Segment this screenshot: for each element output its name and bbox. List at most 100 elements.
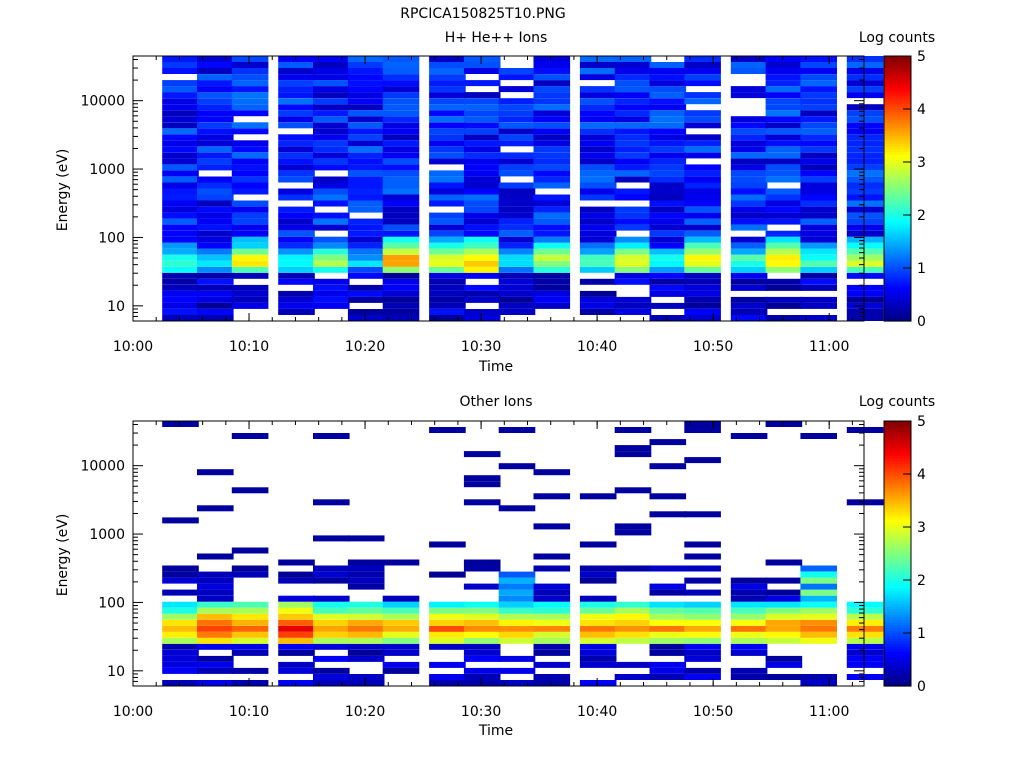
heatmap-cell bbox=[313, 242, 350, 249]
heatmap-cell bbox=[347, 284, 385, 291]
heatmap-cell bbox=[684, 607, 721, 614]
heatmap-cell bbox=[579, 140, 617, 147]
heatmap-cell bbox=[765, 200, 803, 207]
colorbar-swatch bbox=[884, 625, 911, 629]
heatmap-cell bbox=[579, 170, 617, 177]
heatmap-cell bbox=[162, 649, 199, 656]
heatmap-cell bbox=[463, 625, 501, 632]
heatmap-cell bbox=[579, 260, 617, 267]
heatmap-cell bbox=[498, 613, 536, 620]
heatmap-cell bbox=[614, 248, 652, 255]
heatmap-cell bbox=[684, 553, 721, 560]
colorbar-swatch bbox=[884, 238, 911, 243]
heatmap-cell bbox=[231, 571, 269, 578]
heatmap-cell bbox=[231, 296, 269, 303]
heatmap-cell bbox=[800, 296, 837, 303]
colorbar-swatch bbox=[884, 85, 911, 89]
colorbar-tick-label: 4 bbox=[917, 102, 926, 118]
heatmap-cell bbox=[649, 98, 687, 105]
colorbar-swatch bbox=[884, 71, 911, 76]
colorbar-swatch bbox=[884, 159, 911, 163]
colorbar-tick-label: 3 bbox=[917, 155, 926, 171]
heatmap-cell bbox=[429, 200, 466, 207]
heatmap-cell bbox=[429, 212, 466, 219]
colorbar-swatch bbox=[884, 566, 911, 570]
heatmap-cell bbox=[162, 290, 199, 297]
colorbar-swatch bbox=[884, 199, 911, 203]
heatmap-cell bbox=[684, 134, 721, 141]
heatmap-cell bbox=[498, 583, 536, 590]
heatmap-cell bbox=[313, 182, 350, 189]
colorbar-swatch bbox=[884, 574, 911, 578]
heatmap-cell bbox=[614, 236, 652, 243]
heatmap-cell bbox=[765, 607, 803, 614]
heatmap-cell bbox=[278, 110, 315, 117]
heatmap-cell bbox=[846, 296, 884, 303]
heatmap-cell bbox=[800, 601, 837, 608]
heatmap-cell bbox=[498, 158, 536, 165]
colorbar-swatch bbox=[884, 220, 911, 224]
heatmap-cell bbox=[765, 218, 803, 225]
heatmap-cell bbox=[231, 625, 269, 632]
heatmap-cell bbox=[649, 86, 687, 93]
heatmap-cell bbox=[579, 104, 617, 111]
heatmap-cell bbox=[313, 62, 350, 68]
colorbar-swatch bbox=[884, 580, 911, 584]
heatmap-cell bbox=[765, 631, 803, 638]
colorbar-swatch bbox=[884, 683, 911, 687]
heatmap-cell bbox=[463, 248, 501, 255]
heatmap-cell bbox=[684, 601, 721, 608]
heatmap-cell bbox=[463, 315, 501, 321]
heatmap-cell bbox=[162, 116, 199, 123]
heatmap-cell bbox=[846, 254, 884, 261]
heatmap-cell bbox=[533, 224, 571, 231]
heatmap-cell bbox=[429, 182, 466, 189]
y-axis-label: Energy (eV) bbox=[55, 514, 71, 597]
heatmap-cell bbox=[347, 68, 385, 74]
colorbar-swatch bbox=[884, 421, 911, 425]
heatmap-cell bbox=[684, 309, 721, 315]
heatmap-cell bbox=[649, 218, 687, 225]
heatmap-cell bbox=[765, 284, 803, 291]
heatmap-cell bbox=[278, 260, 315, 267]
heatmap-cell bbox=[649, 601, 687, 608]
heatmap-cell bbox=[800, 218, 837, 225]
heatmap-cell bbox=[498, 284, 536, 291]
heatmap-cell bbox=[684, 164, 721, 171]
heatmap-cell bbox=[579, 607, 617, 614]
heatmap-cell bbox=[463, 170, 501, 177]
heatmap-cell bbox=[162, 230, 199, 237]
heatmap-cell bbox=[278, 104, 315, 111]
heatmap-cell bbox=[730, 140, 768, 147]
heatmap-cell bbox=[684, 643, 721, 650]
heatmap-cell bbox=[614, 631, 652, 638]
heatmap-cell bbox=[429, 242, 466, 249]
heatmap-cell bbox=[730, 194, 768, 201]
heatmap-cell bbox=[429, 128, 466, 135]
heatmap-cell bbox=[649, 236, 687, 243]
heatmap-cell bbox=[429, 170, 466, 177]
heatmap-cell bbox=[730, 146, 768, 153]
heatmap-cell bbox=[533, 236, 571, 243]
heatmap-cell bbox=[684, 188, 721, 195]
heatmap-cell bbox=[533, 680, 571, 686]
heatmap-cell bbox=[846, 206, 884, 213]
colorbar-swatch bbox=[884, 450, 911, 454]
colorbar-swatch bbox=[884, 260, 911, 264]
x-tick-label: 10:50 bbox=[693, 704, 733, 720]
heatmap-cell bbox=[579, 242, 617, 249]
heatmap-cell bbox=[765, 589, 803, 596]
heatmap-cell bbox=[382, 56, 420, 62]
heatmap-cell bbox=[429, 315, 466, 321]
heatmap-cell bbox=[382, 230, 420, 237]
heatmap-cell bbox=[730, 56, 768, 62]
heatmap-cell bbox=[765, 92, 803, 99]
colorbar: 0 1 2 3 4 5 bbox=[883, 414, 926, 695]
heatmap-cell bbox=[730, 122, 768, 129]
heatmap-cell bbox=[429, 266, 466, 273]
heatmap-cell bbox=[684, 116, 721, 123]
heatmap-cell bbox=[730, 218, 768, 225]
heatmap-cell bbox=[533, 206, 571, 213]
heatmap-cell bbox=[800, 619, 837, 626]
colorbar-swatch bbox=[884, 93, 911, 97]
